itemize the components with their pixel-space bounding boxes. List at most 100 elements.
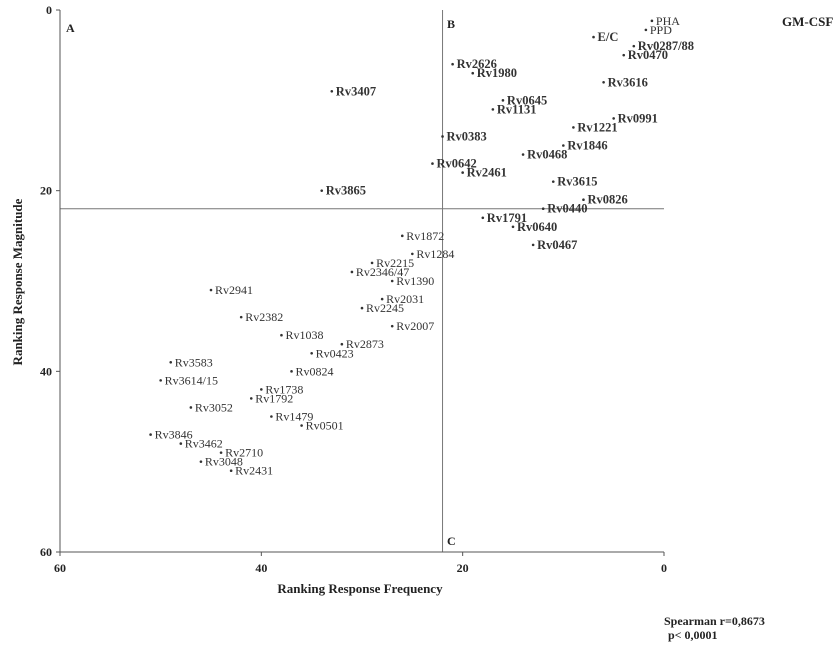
point-marker [644,28,648,32]
point-marker [602,80,605,84]
quadrant-lines [60,10,664,552]
point-rv1390: Rv1390 [390,274,434,288]
point-label: Rv0501 [306,419,344,433]
point-label: Rv0467 [537,238,577,252]
point-marker [451,62,454,66]
point-label: Rv0645 [507,93,547,107]
point-rv3865: Rv3865 [320,184,366,198]
point-label: Rv1791 [487,211,527,225]
point-rv2031: Rv2031 [380,292,424,306]
point-rv0440: Rv0440 [541,202,587,216]
point-label: Rv1738 [265,382,303,396]
point-label: Rv1390 [396,274,434,288]
point-label: Rv0470 [628,48,668,62]
point-label: Rv1479 [275,410,313,424]
point-marker [622,53,626,57]
point-rv3616: Rv3616 [602,75,648,89]
point-marker [169,361,173,364]
point-marker [481,216,485,220]
point-marker [612,117,615,120]
point-label: Rv2941 [215,283,253,297]
point-marker [249,397,253,400]
point-label: Rv2215 [376,256,414,270]
point-marker [219,451,223,454]
point-marker [189,406,193,409]
point-label: Rv2461 [467,166,507,180]
point-rv2710: Rv2710 [219,446,263,460]
point-rv1792: Rv1792 [249,391,293,405]
spearman-r: Spearman r=0,8673 [664,614,765,628]
point-rv0824: Rv0824 [290,364,334,378]
point-label: Rv3616 [608,75,648,89]
point-label: Rv3846 [155,428,193,442]
point-marker [330,90,334,93]
point-label: Rv3052 [195,400,233,414]
point-marker [431,162,434,165]
point-rv3052: Rv3052 [189,400,233,414]
point-rv0468: Rv0468 [521,148,567,162]
point-rv1872: Rv1872 [400,229,444,243]
point-marker [521,153,525,156]
point-rv1479: Rv1479 [270,410,313,424]
point-marker [370,261,374,265]
point-marker [562,144,565,147]
point-marker [501,99,505,102]
point-e-c: E/C [592,30,618,44]
point-marker [441,135,444,138]
point-marker [300,424,303,427]
x-tick-label: 0 [661,561,667,575]
y-axis-label: Ranking Response Magnitude [10,198,25,365]
point-marker [592,35,595,39]
point-marker [340,342,344,346]
point-rv1038: Rv1038 [280,328,323,342]
point-marker [159,379,162,382]
y-tick-label: 0 [46,3,52,17]
point-rv2215: Rv2215 [370,256,414,270]
x-tick-label: 60 [54,561,66,575]
point-rv0826: Rv0826 [582,193,628,207]
point-rv1791: Rv1791 [481,211,527,225]
point-marker [260,388,263,391]
point-rv2626: Rv2626 [451,57,497,71]
chart-title: GM-CSF [782,14,833,29]
point-rv1738: Rv1738 [260,382,303,396]
point-label: Rv1221 [577,120,617,134]
point-label: Rv1872 [406,229,444,243]
point-rv2382: Rv2382 [239,310,283,324]
point-rv1221: Rv1221 [572,120,618,134]
point-label: Rv3583 [175,355,213,369]
point-rv1980: Rv1980 [471,66,517,80]
point-label: Rv0991 [618,111,658,125]
point-rv1284: Rv1284 [411,247,454,261]
y-tick-label: 40 [40,364,52,378]
point-rv2941: Rv2941 [209,283,253,297]
point-rv3048: Rv3048 [199,455,243,469]
point-label: Rv3048 [205,455,243,469]
point-marker [471,71,475,75]
point-label: PHA [656,14,680,28]
point-label: Rv2346/47 [356,265,409,279]
point-marker [310,351,313,355]
point-marker [572,126,575,129]
point-marker [350,270,354,274]
point-marker [199,460,203,463]
point-marker [582,198,585,201]
point-marker [179,442,183,445]
point-label: Rv1846 [567,139,607,153]
quadrant-label-c: C [447,534,456,548]
point-rv3846: Rv3846 [149,428,193,442]
point-ppd: PPD [644,23,672,37]
point-label: Rv0287/88 [638,39,694,53]
point-label: Rv2245 [366,301,404,315]
point-marker [290,370,293,373]
p-value: p< 0,0001 [668,628,718,642]
point-label: Rv0440 [547,202,587,216]
point-label: Rv2007 [396,319,434,333]
point-rv0501: Rv0501 [300,419,344,433]
point-rv3583: Rv3583 [169,355,213,369]
point-label: Rv3614/15 [165,373,218,387]
point-label: PPD [650,23,672,37]
point-rv1131: Rv1131 [491,102,536,116]
point-label: Rv3407 [336,84,376,98]
